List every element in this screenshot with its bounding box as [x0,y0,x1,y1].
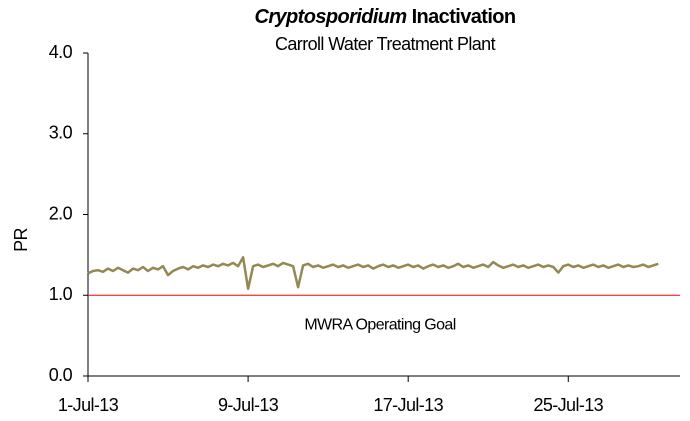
title-rest: Inactivation [412,6,516,28]
x-tick-label: 17-Jul-13 [373,395,443,415]
x-tick-label: 9-Jul-13 [218,395,279,415]
y-tick-label: 3.0 [49,123,73,143]
goal-label: MWRA Operating Goal [304,316,455,333]
title-italic: Cryptosporidium [254,6,406,28]
data-line [87,256,659,291]
x-tick-label: 1-Jul-13 [58,395,119,415]
y-tick-label: 2.0 [49,203,73,223]
y-axis-label: PR [11,228,31,252]
x-tick-label: 25-Jul-13 [533,395,603,415]
y-tick-label: 0.0 [49,365,73,385]
y-tick-label: 4.0 [49,42,73,62]
chart-title: Cryptosporidium Inactivation [254,6,515,28]
chart-subtitle: Carroll Water Treatment Plant [275,34,496,54]
y-tick-label: 1.0 [49,284,73,304]
